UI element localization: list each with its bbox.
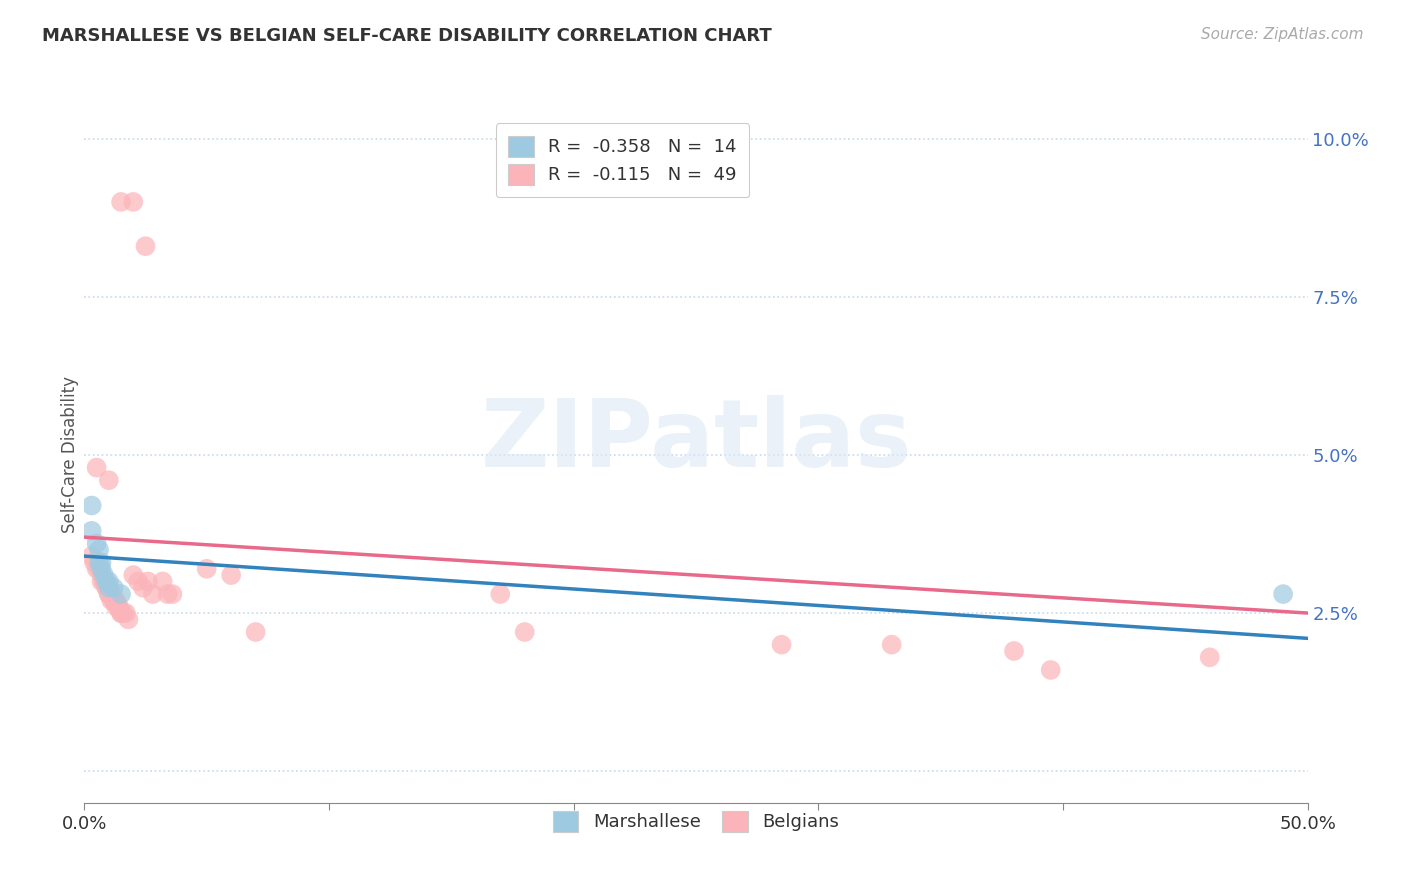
- Point: [97, 581, 120, 595]
- Point: [90, 556, 112, 570]
- Point: [80, 549, 103, 563]
- Point: [103, 593, 125, 607]
- Point: [219, 568, 242, 582]
- Point: [110, 606, 132, 620]
- Point: [96, 581, 118, 595]
- Point: [122, 194, 145, 209]
- Point: [110, 587, 132, 601]
- Point: [97, 587, 120, 601]
- Point: [93, 568, 115, 582]
- Point: [107, 599, 129, 614]
- Point: [127, 574, 149, 589]
- Point: [1198, 650, 1220, 665]
- Point: [136, 574, 159, 589]
- Point: [96, 574, 118, 589]
- Point: [195, 562, 218, 576]
- Point: [105, 599, 128, 614]
- Legend: Marshallese, Belgians: Marshallese, Belgians: [546, 804, 846, 839]
- Point: [93, 574, 115, 589]
- Point: [245, 625, 267, 640]
- Point: [142, 587, 165, 601]
- Point: [103, 593, 125, 607]
- Point: [87, 542, 110, 557]
- Point: [93, 574, 115, 589]
- Point: [97, 581, 120, 595]
- Point: [100, 593, 122, 607]
- Point: [80, 524, 103, 538]
- Point: [86, 536, 108, 550]
- Point: [770, 638, 793, 652]
- Point: [90, 568, 112, 582]
- Point: [97, 574, 120, 589]
- Point: [112, 606, 135, 620]
- Point: [152, 574, 174, 589]
- Point: [156, 587, 179, 601]
- Point: [489, 587, 512, 601]
- Point: [513, 625, 536, 640]
- Point: [87, 556, 110, 570]
- Point: [132, 581, 155, 595]
- Point: [87, 562, 110, 576]
- Point: [105, 593, 128, 607]
- Point: [1272, 587, 1295, 601]
- Point: [97, 473, 120, 487]
- Point: [103, 581, 125, 595]
- Point: [100, 587, 122, 601]
- Point: [135, 239, 157, 253]
- Point: [90, 562, 112, 576]
- Point: [110, 194, 132, 209]
- Point: [107, 599, 129, 614]
- Point: [80, 499, 103, 513]
- Text: ZIPatlas: ZIPatlas: [481, 395, 911, 487]
- Point: [86, 562, 108, 576]
- Point: [110, 606, 132, 620]
- Point: [122, 568, 145, 582]
- Point: [90, 574, 112, 589]
- Point: [83, 556, 105, 570]
- Point: [162, 587, 184, 601]
- Point: [96, 581, 118, 595]
- Point: [86, 460, 108, 475]
- Point: [880, 638, 903, 652]
- Point: [97, 587, 120, 601]
- Point: [117, 612, 139, 626]
- Text: MARSHALLESE VS BELGIAN SELF-CARE DISABILITY CORRELATION CHART: MARSHALLESE VS BELGIAN SELF-CARE DISABIL…: [42, 27, 772, 45]
- Point: [115, 606, 138, 620]
- Point: [1002, 644, 1025, 658]
- Y-axis label: Self-Care Disability: Self-Care Disability: [62, 376, 80, 533]
- Text: Source: ZipAtlas.com: Source: ZipAtlas.com: [1201, 27, 1364, 42]
- Point: [1039, 663, 1062, 677]
